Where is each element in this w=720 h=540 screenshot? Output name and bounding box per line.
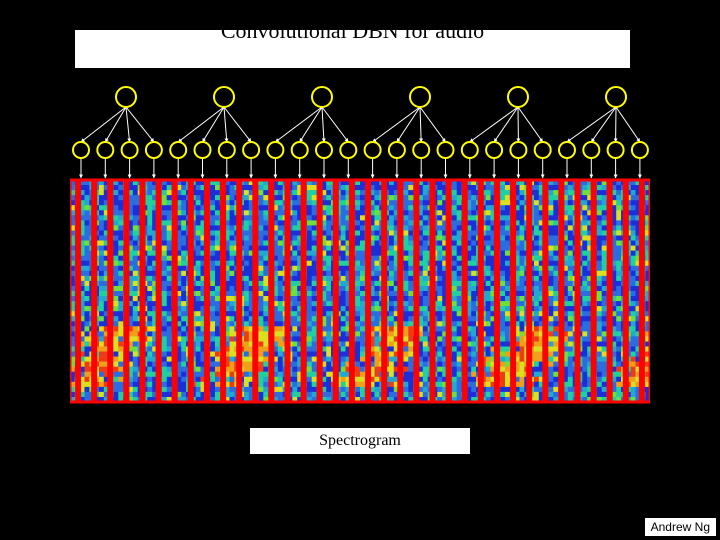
author-credit: Andrew Ng <box>645 518 716 536</box>
spectrogram-caption: Spectrogram <box>250 428 470 454</box>
network-svg <box>70 80 650 410</box>
slide-title: Convolutional DBN for audio <box>75 18 630 44</box>
slide: Convolutional DBN for audio Spectrogram … <box>0 0 720 540</box>
network-diagram <box>70 80 650 410</box>
